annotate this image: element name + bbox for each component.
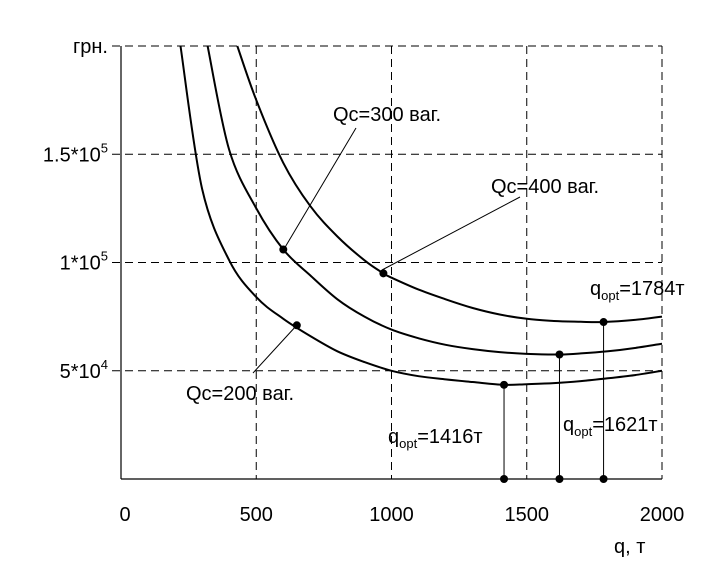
series-line-1 (179, 45, 663, 386)
series-line-2 (206, 45, 663, 356)
y-tick-labels: 5*104 1*105 1.5*105 (43, 140, 108, 383)
opt-base-point-1784 (599, 475, 608, 483)
annotation-point-qc200 (292, 321, 301, 330)
annotation-qc400: Qc=400 ваг. (491, 176, 599, 198)
leader-line-qc200 (252, 324, 298, 374)
annotation-point-qc300 (279, 245, 288, 254)
annotation-qc300: Qc=300 ваг. (333, 104, 441, 126)
y-axis-label: грн. (73, 36, 108, 58)
annotation-qc200: Qc=200 ваг. (186, 383, 294, 405)
opt-point-1416 (500, 380, 509, 389)
series-curves (179, 45, 663, 386)
grid-lines (112, 45, 663, 479)
y-tick-label-150000: 1.5*105 (43, 140, 108, 166)
annotations: Qc=300 ваг. Qc=400 ваг. Qc=200 ваг. (186, 104, 599, 405)
leader-line-qc400 (381, 196, 521, 271)
opt-label-1416: qopt=1416т (388, 426, 483, 451)
opt-point-1621 (555, 350, 564, 359)
optimum-markers: qopt=1416т qopt=1621т qopt=1784т (388, 278, 685, 483)
opt-label-1621: qopt=1621т (563, 414, 658, 439)
x-tick-label-1500: 1500 (505, 504, 550, 526)
y-tick-label-100000: 1*105 (60, 249, 108, 275)
x-tick-label-0: 0 (119, 504, 130, 526)
x-tick-label-500: 500 (240, 504, 273, 526)
x-axis-label: q, т (614, 536, 645, 558)
opt-base-point-1621 (555, 475, 564, 483)
x-tick-label-1000: 1000 (369, 504, 414, 526)
annotation-point-qc400 (379, 269, 388, 278)
x-tick-label-2000: 2000 (640, 504, 685, 526)
opt-label-1784: qopt=1784т (590, 278, 685, 303)
series-line-3 (236, 45, 663, 324)
x-tick-labels: 0 500 1000 1500 2000 (119, 504, 684, 526)
leader-line-qc300 (283, 127, 357, 250)
axes (120, 46, 662, 480)
y-tick-label-50000: 5*104 (60, 357, 108, 383)
opt-point-1784 (599, 318, 608, 327)
opt-base-point-1416 (500, 475, 509, 483)
